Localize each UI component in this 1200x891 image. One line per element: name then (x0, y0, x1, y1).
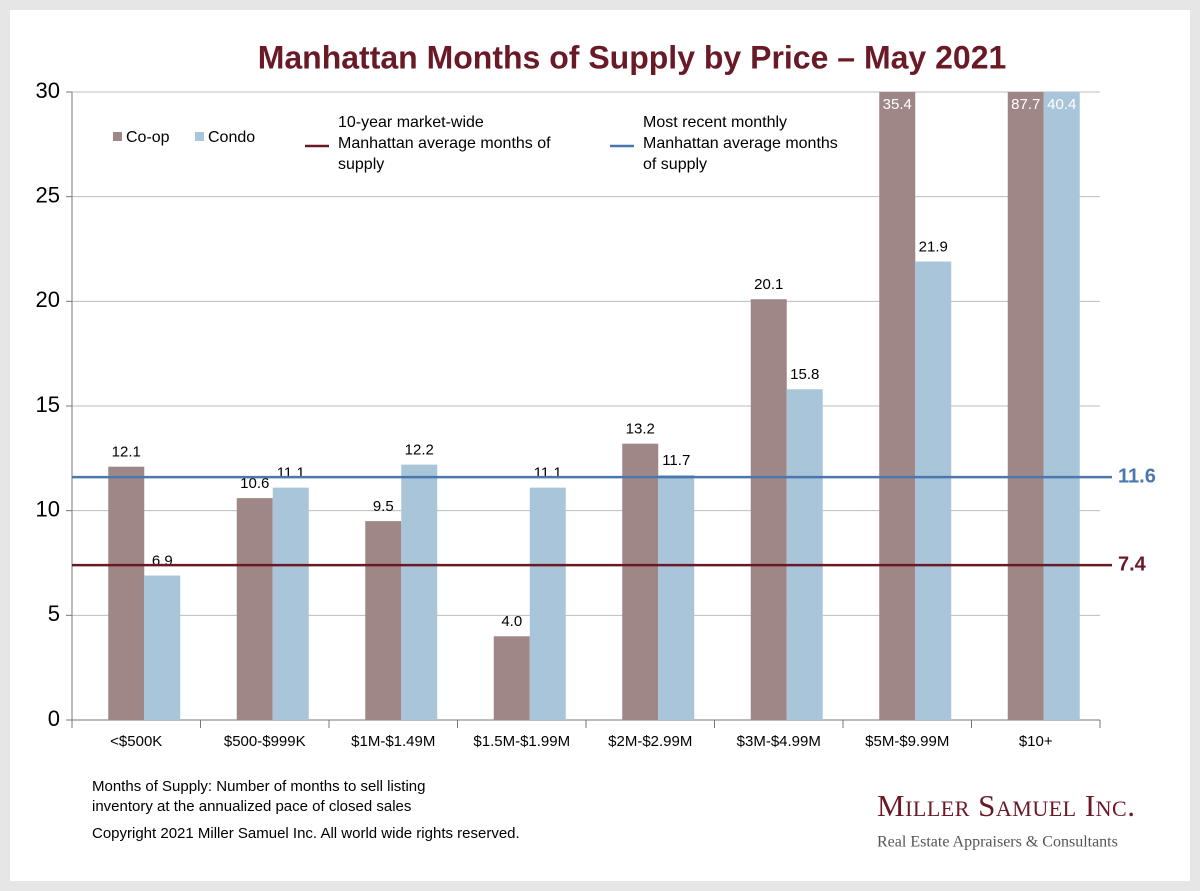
value-label: 12.2 (405, 442, 434, 459)
logo-name: Miller Samuel Inc. (877, 788, 1135, 823)
y-tick-label: 5 (48, 601, 60, 626)
chart-background (10, 10, 1190, 881)
value-label: 35.4 (883, 96, 912, 113)
value-label: 11.1 (534, 465, 562, 482)
value-label: 12.1 (112, 444, 141, 461)
logo-tagline: Real Estate Appraisers & Consultants (877, 834, 1118, 851)
x-tick-label: $10+ (1019, 733, 1053, 750)
y-tick-label: 0 (48, 706, 60, 731)
legend-swatch (113, 132, 122, 141)
copyright: Copyright 2021 Miller Samuel Inc. All wo… (92, 825, 520, 842)
legend-label: of supply (643, 156, 707, 173)
x-tick-label: <$500K (110, 733, 162, 750)
reference-value-label: 11.6 (1118, 465, 1156, 487)
x-tick-label: $1.5M-$1.99M (473, 733, 570, 750)
legend-label: Co-op (126, 129, 170, 146)
bar (658, 475, 695, 720)
value-label: 87.7 (1011, 96, 1040, 113)
bar (144, 575, 181, 720)
bar (401, 464, 438, 720)
value-label: 13.2 (626, 421, 655, 438)
bar (879, 92, 916, 720)
legend-label: 10-year market-wide (338, 114, 484, 131)
legend-label: supply (338, 156, 384, 173)
y-tick-label: 20 (36, 287, 60, 312)
bar (622, 443, 659, 720)
value-label: 6.9 (152, 553, 173, 570)
footnote: Months of Supply: Number of months to se… (92, 778, 426, 795)
x-tick-label: $3M-$4.99M (737, 733, 821, 750)
bar (272, 487, 309, 720)
y-tick-label: 25 (36, 182, 60, 207)
bar (915, 261, 952, 720)
value-label: 40.4 (1047, 96, 1076, 113)
bar (529, 487, 566, 720)
legend-label: Manhattan average months of (338, 135, 551, 152)
y-tick-label: 10 (36, 496, 60, 521)
chart-title: Manhattan Months of Supply by Price – Ma… (258, 39, 1007, 75)
value-label: 10.6 (240, 475, 269, 492)
y-tick-label: 30 (36, 78, 60, 103)
x-tick-label: $5M-$9.99M (865, 733, 949, 750)
bar (786, 389, 823, 720)
value-label: 4.0 (501, 613, 522, 630)
bar (1043, 92, 1080, 720)
x-tick-label: $1M-$1.49M (351, 733, 435, 750)
value-label: 11.1 (277, 465, 305, 482)
value-label: 20.1 (754, 276, 783, 293)
x-tick-label: $2M-$2.99M (608, 733, 692, 750)
value-label: 15.8 (790, 366, 819, 383)
legend-label: Condo (208, 129, 255, 146)
legend-swatch (195, 132, 204, 141)
value-label: 9.5 (373, 498, 394, 515)
x-tick-label: $500-$999K (224, 733, 306, 750)
reference-value-label: 7.4 (1118, 553, 1147, 575)
bar (493, 636, 530, 720)
bar (365, 521, 402, 720)
value-label: 21.9 (919, 239, 948, 256)
value-label: 11.7 (662, 452, 690, 469)
bar (236, 498, 273, 720)
bar (108, 466, 145, 720)
footnote: inventory at the annualized pace of clos… (92, 798, 411, 815)
legend-label: Most recent monthly (643, 114, 787, 131)
y-tick-label: 15 (36, 392, 60, 417)
bars (108, 92, 1080, 720)
legend-label: Manhattan average months (643, 135, 838, 152)
bar (750, 299, 787, 720)
bar (1007, 92, 1044, 720)
